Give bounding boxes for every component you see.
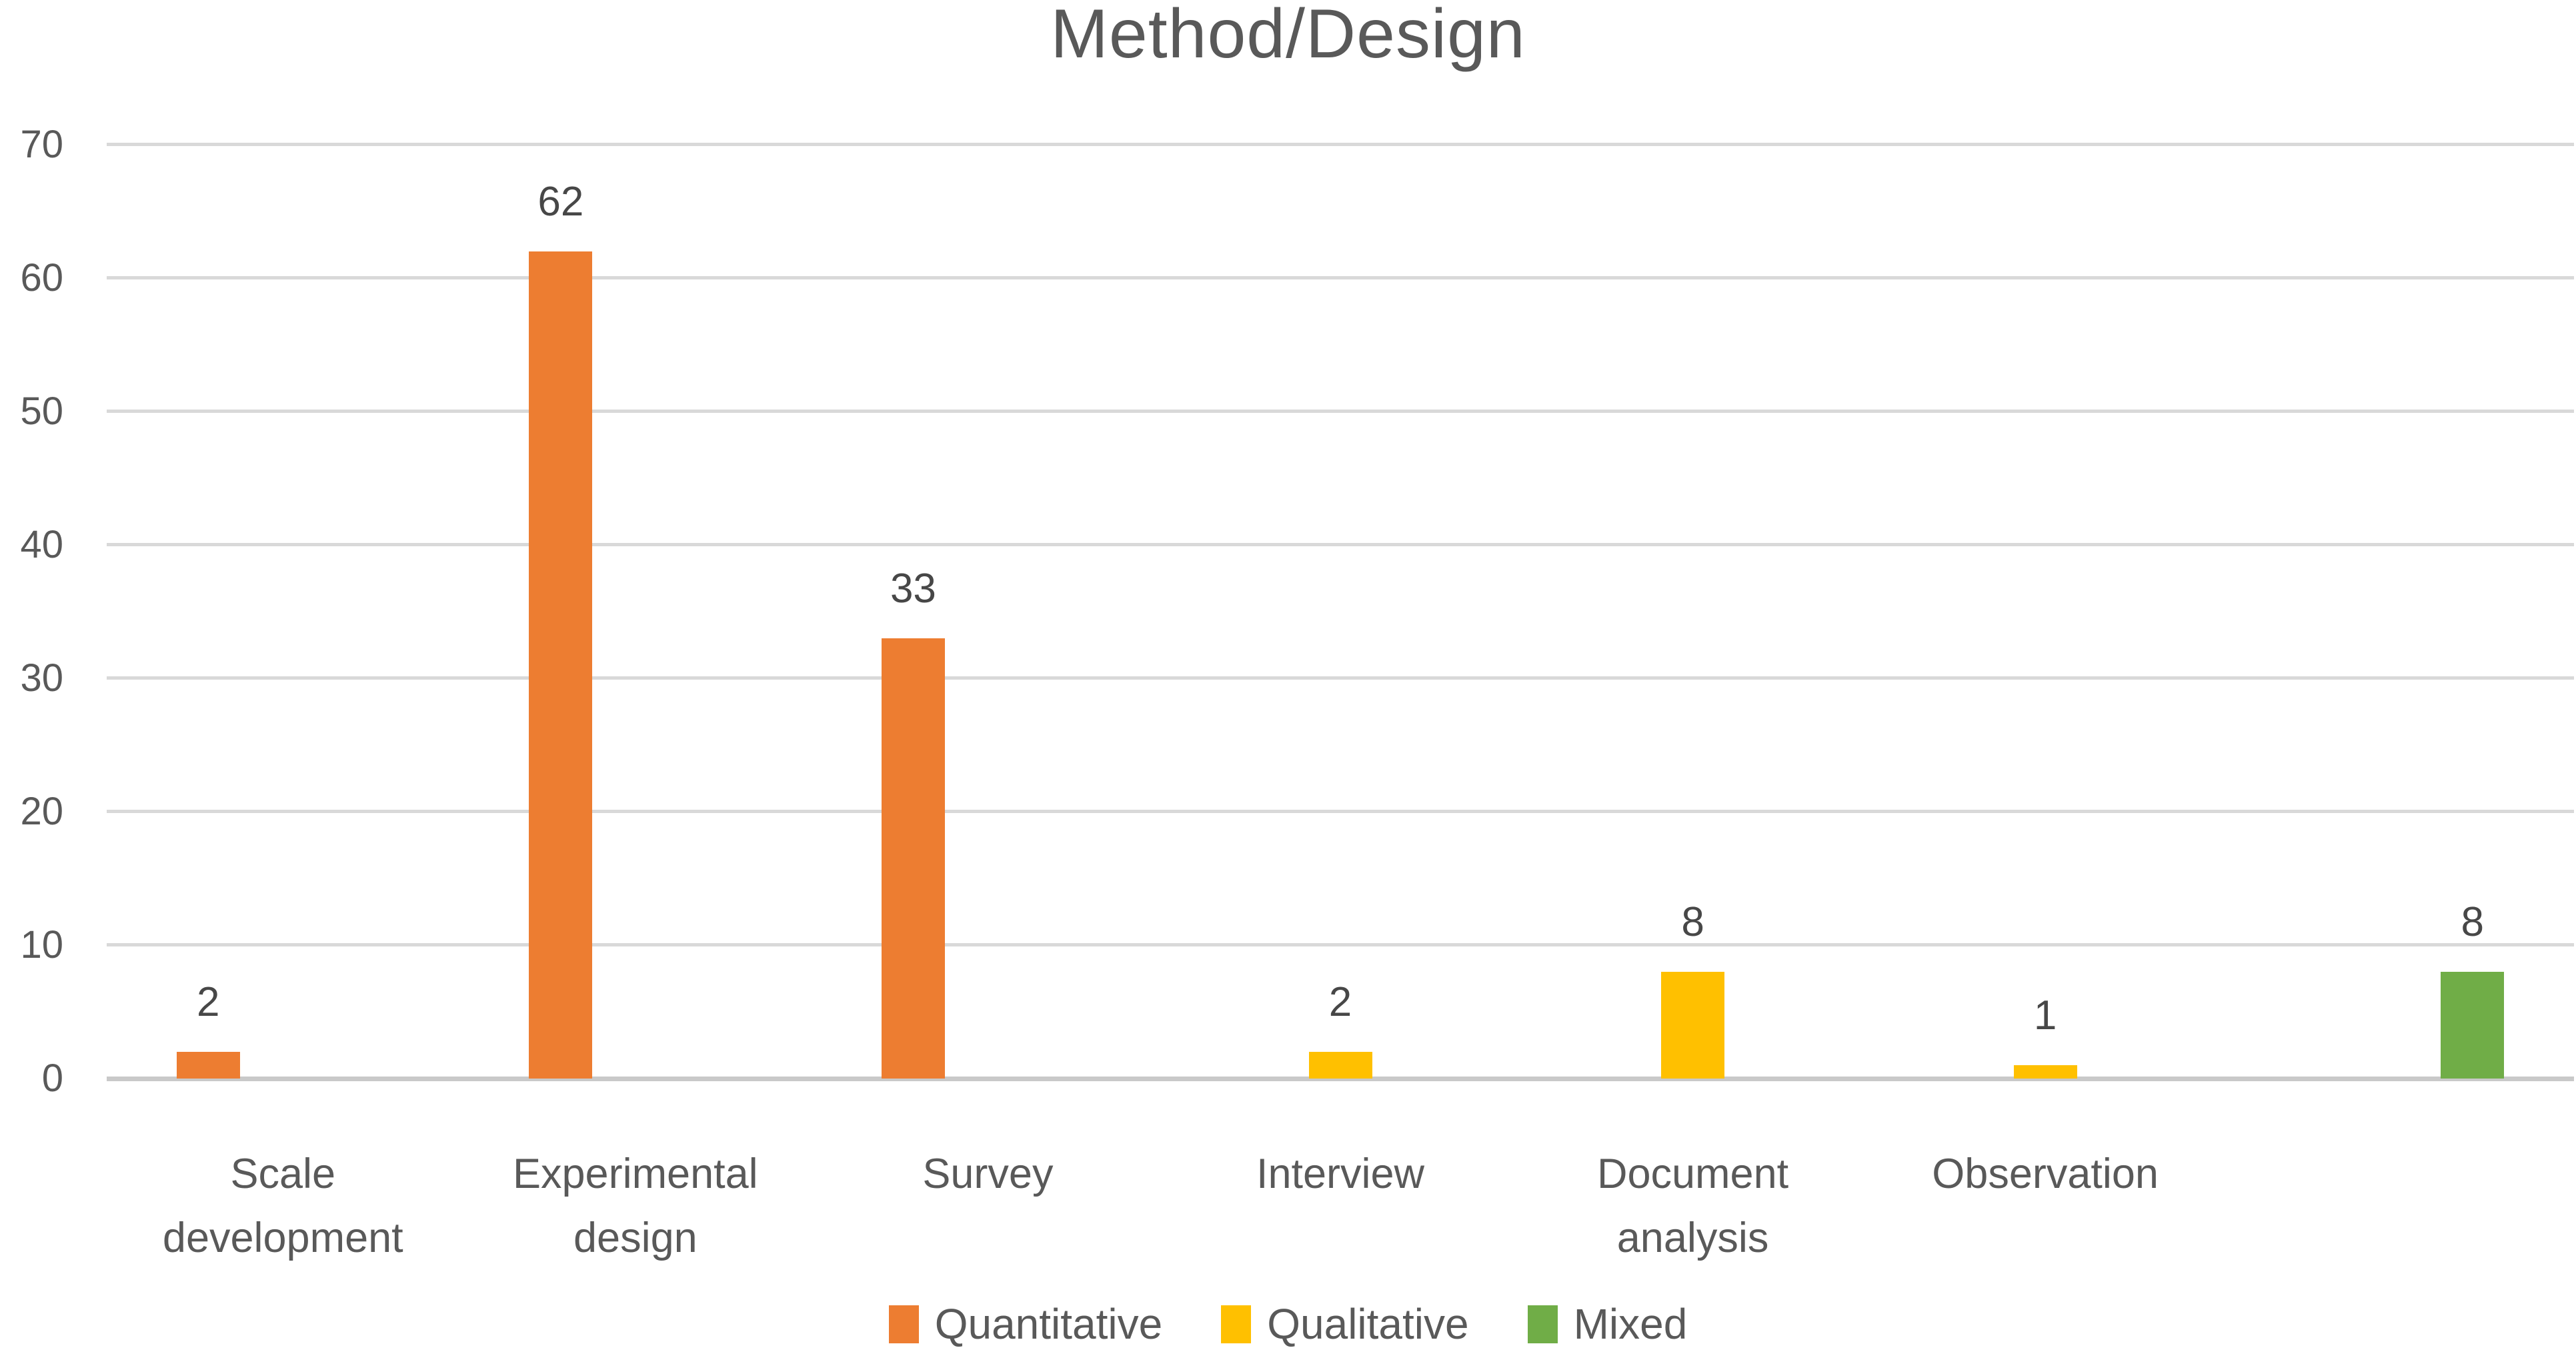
gridline bbox=[107, 943, 2574, 946]
legend-label: Quantitative bbox=[934, 1300, 1163, 1348]
y-axis-tick-label: 40 bbox=[20, 523, 63, 566]
category-label: Observation bbox=[1932, 1151, 2159, 1197]
quantitative-bar bbox=[176, 1052, 240, 1079]
category-label: Experimental design bbox=[513, 1151, 758, 1261]
legend-label: Mixed bbox=[1573, 1300, 1688, 1348]
legend-swatch-quantitative bbox=[888, 1305, 919, 1343]
category-label: Survey bbox=[922, 1151, 1054, 1197]
bar-value-label: 8 bbox=[1681, 899, 1704, 945]
gridline bbox=[107, 543, 2574, 546]
qualitative-bar bbox=[1661, 972, 1725, 1079]
legend-item: Mixed bbox=[1527, 1299, 1688, 1349]
quantitative-bar bbox=[881, 638, 945, 1079]
category-label: Interview bbox=[1256, 1151, 1425, 1197]
y-axis-tick-label: 0 bbox=[41, 1057, 63, 1100]
legend-label: Qualitative bbox=[1267, 1300, 1469, 1348]
bar-value-label: 33 bbox=[890, 566, 936, 612]
quantitative-bar bbox=[529, 251, 593, 1079]
x-axis-line bbox=[107, 1077, 2574, 1081]
gridline bbox=[107, 410, 2574, 413]
category-label: Scale development bbox=[162, 1151, 403, 1261]
bar-value-label: 1 bbox=[2033, 992, 2057, 1039]
legend-swatch-mixed bbox=[1527, 1305, 1558, 1343]
bar-value-label: 62 bbox=[537, 179, 584, 225]
gridline bbox=[107, 810, 2574, 813]
y-axis-tick-label: 70 bbox=[20, 123, 63, 166]
chart-title: Method/Design bbox=[1050, 0, 1526, 73]
y-axis-tick-label: 20 bbox=[20, 790, 63, 833]
gridline bbox=[107, 676, 2574, 680]
plot-area: 2 62 33 2 8 1 8 bbox=[107, 143, 2574, 1081]
y-axis-tick-label: 50 bbox=[20, 390, 63, 433]
y-axis-tick-label: 60 bbox=[20, 256, 63, 299]
y-axis-tick-label: 10 bbox=[20, 923, 63, 966]
category-label: Document analysis bbox=[1596, 1151, 1789, 1261]
gridline bbox=[107, 276, 2574, 279]
legend: Quantitative Qualitative Mixed bbox=[0, 1287, 2576, 1361]
legend-swatch-qualitative bbox=[1221, 1305, 1252, 1343]
qualitative-bar bbox=[1308, 1052, 1372, 1079]
bar-value-label: 8 bbox=[2461, 899, 2484, 945]
y-axis-tick-label: 30 bbox=[20, 656, 63, 700]
legend-item: Qualitative bbox=[1221, 1299, 1469, 1349]
gridline bbox=[107, 143, 2574, 146]
bar-value-label: 2 bbox=[197, 979, 220, 1025]
bar-value-label: 2 bbox=[1328, 979, 1352, 1025]
qualitative-bar bbox=[2013, 1065, 2077, 1079]
legend-item: Quantitative bbox=[888, 1299, 1163, 1349]
mixed-bar bbox=[2441, 972, 2505, 1079]
